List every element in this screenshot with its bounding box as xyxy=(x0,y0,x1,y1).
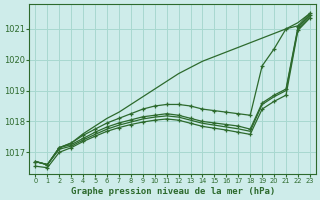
X-axis label: Graphe pression niveau de la mer (hPa): Graphe pression niveau de la mer (hPa) xyxy=(70,187,275,196)
